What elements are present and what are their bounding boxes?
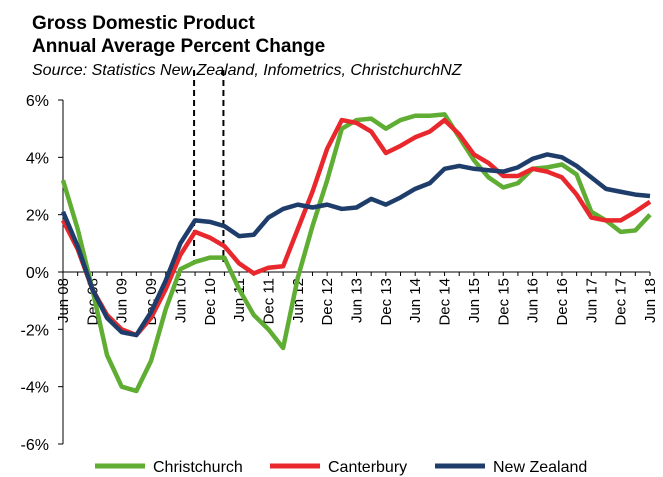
x-tick-label: Dec 13	[378, 278, 395, 326]
y-tick-label: -6%	[21, 437, 49, 454]
series-line	[60, 152, 651, 338]
x-tick-label: Jun 08	[55, 278, 72, 323]
series-line	[60, 117, 652, 338]
x-tick-label: Jun 10	[172, 278, 189, 323]
chart-source: Source: Statistics New Zealand, Infometr…	[32, 62, 463, 79]
y-tick-label: 4%	[26, 150, 49, 167]
x-tick-label: Dec 11	[260, 278, 277, 324]
chart-title: Gross Domestic Product	[32, 13, 255, 34]
x-tick-label: Dec 16	[554, 278, 571, 326]
chart-subtitle: Annual Average Percent Change	[32, 36, 325, 57]
y-tick-label: 0%	[26, 265, 49, 282]
legend-label: Canterbury	[328, 459, 407, 476]
x-tick-label: Jun 11	[231, 278, 248, 322]
y-tick-label: 2%	[26, 208, 49, 225]
x-tick-label: Dec 09	[143, 278, 160, 326]
legend-label: New Zealand	[493, 459, 587, 476]
x-tick-label: Dec 14	[437, 278, 454, 326]
x-tick-label: Dec 15	[495, 278, 512, 326]
y-tick-label: 6%	[26, 93, 49, 110]
x-tick-label: Jun 17	[583, 278, 600, 323]
legend-label: Christchurch	[153, 459, 243, 476]
y-tick-label: -2%	[21, 322, 49, 339]
x-tick-label: Jun 13	[349, 278, 366, 323]
x-tick-label: Jun 14	[407, 278, 424, 323]
x-tick-label: Jun 09	[114, 278, 131, 323]
y-tick-label: -4%	[21, 380, 49, 397]
x-tick-label: Dec 12	[319, 278, 336, 326]
x-tick-label: Jun 15	[466, 278, 483, 323]
x-tick-label: Jun 18	[642, 278, 659, 323]
x-tick-label: Jun 16	[525, 278, 542, 323]
x-tick-label: Dec 10	[202, 278, 219, 326]
series-line	[60, 112, 652, 394]
x-tick-label: Dec 17	[613, 278, 630, 326]
